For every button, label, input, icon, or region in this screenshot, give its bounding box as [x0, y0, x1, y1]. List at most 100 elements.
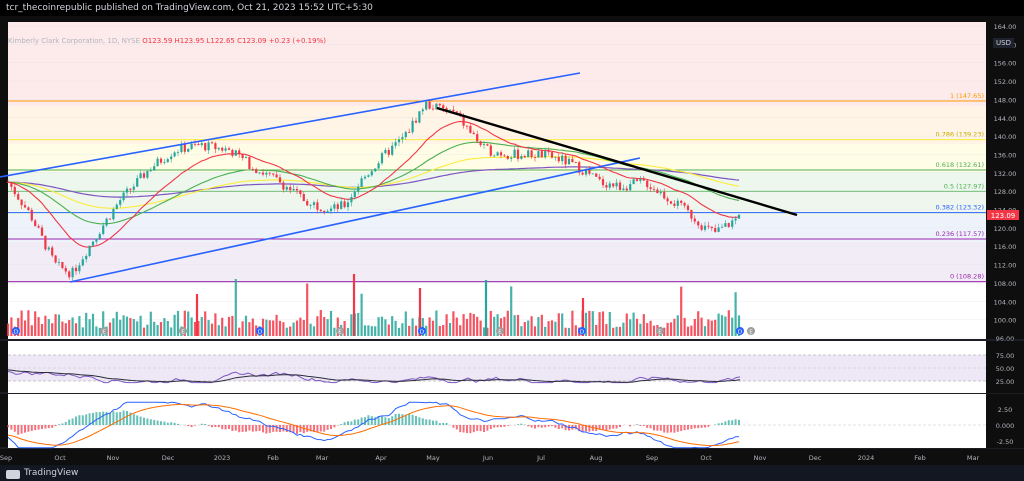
event-marker-label: E [102, 330, 106, 336]
candle-body [659, 191, 662, 194]
volume-bar [23, 320, 27, 336]
volume-bar [387, 324, 390, 336]
volume-bar [316, 316, 319, 336]
candle-body [544, 151, 547, 158]
candle-body [656, 189, 659, 194]
macd-hist-bar [534, 425, 536, 429]
macd-hist-bar [442, 422, 445, 425]
candle-body [193, 143, 197, 145]
volume-bar [564, 327, 567, 336]
volume-bar [544, 326, 547, 336]
price-grid [8, 25, 986, 339]
macd-hist-bar [54, 425, 57, 427]
macd-hist-bar [92, 412, 94, 425]
macd-hist-bar [78, 415, 81, 425]
volume-bar [78, 316, 81, 336]
volume-bar [81, 327, 84, 336]
candle-body [550, 152, 554, 158]
macd-hist-bar [680, 425, 683, 431]
candle-body [40, 227, 44, 236]
volume-bar [465, 318, 469, 336]
candle-body [309, 204, 312, 206]
macd-hist-bar [612, 425, 615, 429]
channel-lower-line[interactable] [69, 157, 641, 283]
candle-body [387, 149, 390, 155]
volume-bar [642, 314, 645, 336]
volume-bar [431, 320, 435, 336]
macd-hist-bar [551, 425, 553, 427]
candle-body [210, 142, 214, 144]
macd-hist-bar [85, 414, 88, 425]
macd-hist-bar [503, 425, 506, 427]
macd-hist-bar [24, 425, 26, 433]
macd-hist-bar [265, 425, 268, 434]
macd-hist-bar [302, 425, 305, 434]
macd-hist-bar [255, 425, 258, 432]
candle-body [612, 183, 615, 187]
downtrend-line[interactable] [436, 106, 798, 217]
candle-body [571, 158, 574, 163]
time-axis-label: Nov [754, 454, 767, 462]
event-marker-circle [336, 327, 344, 335]
macd-hist-bar [455, 425, 458, 430]
candle-body [295, 188, 299, 191]
candle-body [472, 132, 475, 135]
time-axis-bg [0, 449, 1024, 465]
time-axis-label: Nov [107, 454, 120, 462]
volume-bar [720, 315, 724, 336]
candle-body [27, 207, 30, 211]
publisher-text: tcr_thecoinrepublic published on Trading… [6, 3, 373, 13]
macd-hist-bar [149, 419, 152, 425]
time-axis-label: 2023 [214, 454, 231, 462]
symbol-legend[interactable]: Kimberly Clark Corporation, 1D, NYSE O12… [8, 37, 326, 45]
macd-hist-bar [707, 425, 710, 427]
volume-bar [615, 326, 618, 336]
macd-hist-bar [102, 411, 105, 425]
macd-hist-bar [166, 422, 169, 425]
volume-bar [523, 322, 526, 336]
macd-hist-bar [506, 425, 509, 426]
volume-bar [30, 325, 33, 336]
candle-body [200, 143, 203, 146]
time-axis[interactable]: Sep Oct Nov Dec 2023 Feb Mar Apr May Jun Jul Aug Sep… [0, 449, 1024, 465]
channel-upper-line[interactable] [0, 72, 581, 178]
macd-hist-bar [374, 417, 377, 425]
candle-body [115, 204, 118, 210]
macd-hist-bar [309, 425, 312, 432]
tradingview-logo[interactable]: TradingView [6, 465, 78, 481]
macd-hist-bar [615, 425, 618, 429]
price-axis[interactable]: 164.00160.00156.00152.00148.00144.00140.… [986, 22, 1024, 343]
macd-hist-bar [13, 425, 16, 432]
chart-canvas[interactable]: 1 (147.65) 0.786 (139.23) 0.618 (132.61) 0.… [0, 16, 1024, 465]
volume-bar [214, 313, 217, 336]
macd-hist-bar [231, 425, 234, 431]
candle-body [227, 148, 231, 150]
candle-body [686, 205, 690, 210]
macd-hist-bar [438, 423, 441, 425]
macd-hist-bar [585, 425, 587, 432]
last-price-text: 123.09 [991, 212, 1016, 220]
event-marker-label: E [498, 330, 502, 336]
candle-body [98, 233, 101, 239]
candle-body [51, 247, 54, 256]
candle-body [663, 191, 666, 199]
candle-body [326, 211, 329, 213]
volume-bar [516, 314, 520, 336]
price-axis-label: 112.00 [994, 262, 1017, 270]
currency-label[interactable]: USD [993, 38, 1014, 48]
volume-bar [336, 317, 339, 336]
macd-hist-bar [204, 423, 207, 425]
candle-body [683, 202, 686, 206]
candle-body [496, 152, 499, 156]
fib-zone-5 [8, 216, 986, 242]
macd-hist-bar [452, 425, 455, 428]
volume-bar [635, 318, 639, 336]
macd-hist-bar [724, 421, 727, 425]
candle-body [360, 178, 363, 187]
volume-bar [278, 320, 282, 336]
candle-body [81, 259, 84, 266]
macd-hist-bar [540, 425, 543, 428]
volume-bar [686, 326, 690, 336]
volume-bar [472, 313, 475, 336]
event-marker-circle [496, 327, 504, 335]
